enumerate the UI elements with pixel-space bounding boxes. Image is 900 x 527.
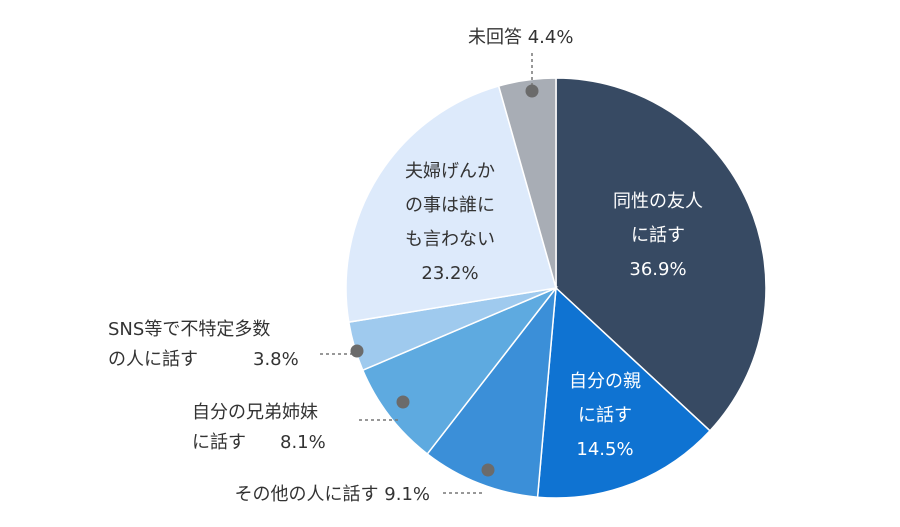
pie-slice (361, 286, 559, 455)
leader-dot (396, 395, 410, 409)
pie-slice (345, 85, 557, 324)
pie-slice (426, 285, 557, 499)
slice-label: SNS等で不特定多数の人に話す 3.8% (108, 319, 299, 370)
slice-label: 自分の兄弟姉妹に話す 8.1% (192, 402, 326, 453)
leader-dot (525, 84, 539, 98)
pie-slice (555, 77, 767, 432)
slice-label: その他の人に話す 9.1% (235, 484, 430, 505)
leader-dot (481, 463, 495, 477)
pie-slice (536, 286, 712, 499)
leader-dot (350, 344, 364, 358)
slice-label: 夫婦げんかの事は誰にも言わない 23.2% (405, 161, 495, 284)
pie-slice (497, 77, 557, 289)
slice-label: 同性の友人に話す 36.9% (613, 191, 703, 280)
slice-label: 自分の親に話す 14.5% (569, 371, 641, 460)
slice-label: 未回答 4.4% (468, 27, 573, 48)
